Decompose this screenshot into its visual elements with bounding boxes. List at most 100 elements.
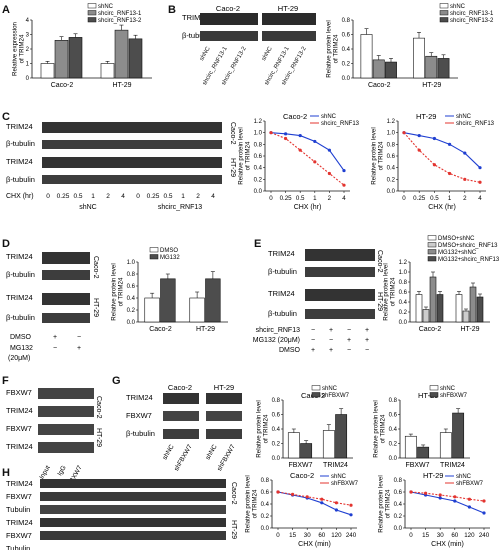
legend-swatch [149, 254, 159, 260]
bar [425, 55, 438, 79]
x-tick-label: 30 [304, 532, 311, 539]
legend-swatch [429, 385, 439, 391]
bar [360, 34, 373, 79]
y-tick-label: 1 [26, 62, 30, 68]
data-point [284, 136, 288, 141]
y-tick-label: 0.0 [261, 526, 270, 532]
y-tick-label: 1.2 [399, 260, 408, 266]
y-tick-label: 1.2 [387, 119, 396, 125]
blot-g: TRIM24 FBXW7 β-tubulin Caco-2 HT-29 shNC… [126, 383, 242, 472]
cell-label-ht29: HT-29 [229, 158, 236, 177]
legend-label: MG132+shNC [438, 250, 477, 256]
data-point [438, 496, 442, 500]
x-tick-label: TRIM24 [440, 462, 465, 469]
data-point [482, 499, 486, 503]
x-tick-label: FBXW7 [405, 462, 429, 469]
cell-label-ht29: HT-29 [214, 383, 234, 392]
y-tick-label: 0.6 [342, 33, 351, 39]
chx-tick-label: 4 [121, 193, 125, 200]
cell-label-ht29: HT-29 [92, 298, 99, 317]
y-tick-label: 0.2 [394, 514, 403, 520]
sign-mg132: − [53, 345, 57, 352]
y-tick-label: 0.6 [394, 490, 403, 496]
band-label-trim24: TRIM24 [268, 289, 295, 298]
band-label-beta-tubulin: β-tubulin [6, 139, 35, 148]
data-point [334, 501, 338, 505]
lane-label: shFBXW7 [216, 443, 237, 472]
band-label-fbxw7: FBXW7 [6, 388, 32, 397]
x-tick-label: 1 [313, 195, 317, 202]
y-tick-label: 0.6 [272, 413, 281, 419]
bar [469, 286, 477, 323]
y-axis-label: Relative protein levelof TRIM24 [111, 263, 125, 320]
data-point [349, 503, 353, 507]
y-tick-label: 0.0 [272, 456, 281, 462]
data-point [438, 493, 442, 497]
bar [40, 63, 55, 79]
cell-label-caco2: Caco-2 [216, 4, 240, 13]
blot-c: TRIM24 β-tubulin TRIM24 β-tubulin Caco-2… [6, 122, 236, 211]
bar [437, 58, 450, 79]
band-label-beta-tubulin: β-tubulin [6, 313, 35, 322]
data-point [478, 180, 482, 184]
panel-letter-e: E [254, 238, 261, 250]
cell-label-ht29: HT-29 [278, 4, 298, 13]
legend-label: shNC [322, 386, 338, 392]
data-point [298, 148, 302, 152]
legend-label: MG132 [160, 255, 180, 261]
blot-b: TRIM24 β-tubulin Caco-2 HT-29 shNC shcir… [182, 4, 316, 87]
y-tick-label: 1.2 [254, 119, 263, 125]
cell-label-caco2: Caco-2 [376, 250, 383, 273]
cell-label-caco2: Caco-2 [168, 383, 192, 392]
y-axis-label: Relative protein levelof TRIM24 [373, 400, 387, 457]
legend-swatch [439, 3, 449, 9]
y-tick-label: 2 [26, 47, 30, 53]
y-tick-label: 0.0 [254, 189, 263, 195]
legend-swatch [439, 17, 449, 23]
x-tick-label: HT-29 [422, 82, 441, 89]
band-label-trim24: TRIM24 [6, 442, 33, 451]
sign-mg132: + [365, 337, 369, 344]
cell-label-ht29: HT-29 [376, 292, 383, 311]
data-point [284, 132, 288, 136]
band-label-trim24: TRIM24 [6, 293, 33, 302]
bar [68, 37, 83, 79]
y-tick-label: 0.4 [342, 47, 351, 53]
y-tick-label: 0.8 [254, 142, 263, 148]
x-tick-label: 0 [409, 532, 413, 539]
blot-f: FBXW7 TRIM24 FBXW7 TRIM24 Caco-2 HT-29 I… [6, 388, 102, 487]
x-axis-label: CHX (hr) [294, 204, 322, 211]
y-tick-label: 0.2 [127, 308, 136, 314]
cell-label-caco2: Caco-2 [95, 396, 102, 419]
chart-title: HT-29 [416, 112, 436, 121]
x-tick-label: 0 [402, 195, 406, 202]
legend-label: shNC [98, 4, 114, 10]
chx-tick-label: 2 [106, 193, 110, 200]
lane-label: shNC [261, 45, 274, 62]
band-label-trim24: TRIM24 [6, 122, 33, 131]
y-tick-label: 0.8 [399, 280, 408, 286]
bar [415, 294, 423, 323]
bar [335, 414, 348, 459]
y-axis-label: Relative protein levelof TRIM24 [245, 475, 259, 532]
series-line [410, 491, 485, 514]
band-label-beta-tubulin: β-tubulin [182, 31, 211, 40]
y-tick-label: 0.0 [389, 456, 398, 462]
y-tick-label: 0.4 [254, 166, 263, 172]
x-tick-label: 0 [276, 532, 280, 539]
bar [422, 309, 430, 323]
y-tick-label: 0.8 [272, 398, 281, 404]
series-line [403, 132, 481, 169]
data-point [276, 490, 280, 494]
data-point [448, 142, 452, 146]
bar [417, 446, 430, 459]
legend-swatch [87, 17, 97, 23]
data-point [463, 151, 467, 155]
legend-swatch [87, 10, 97, 16]
chx-tick-label: 1 [181, 193, 185, 200]
data-point [313, 160, 317, 164]
